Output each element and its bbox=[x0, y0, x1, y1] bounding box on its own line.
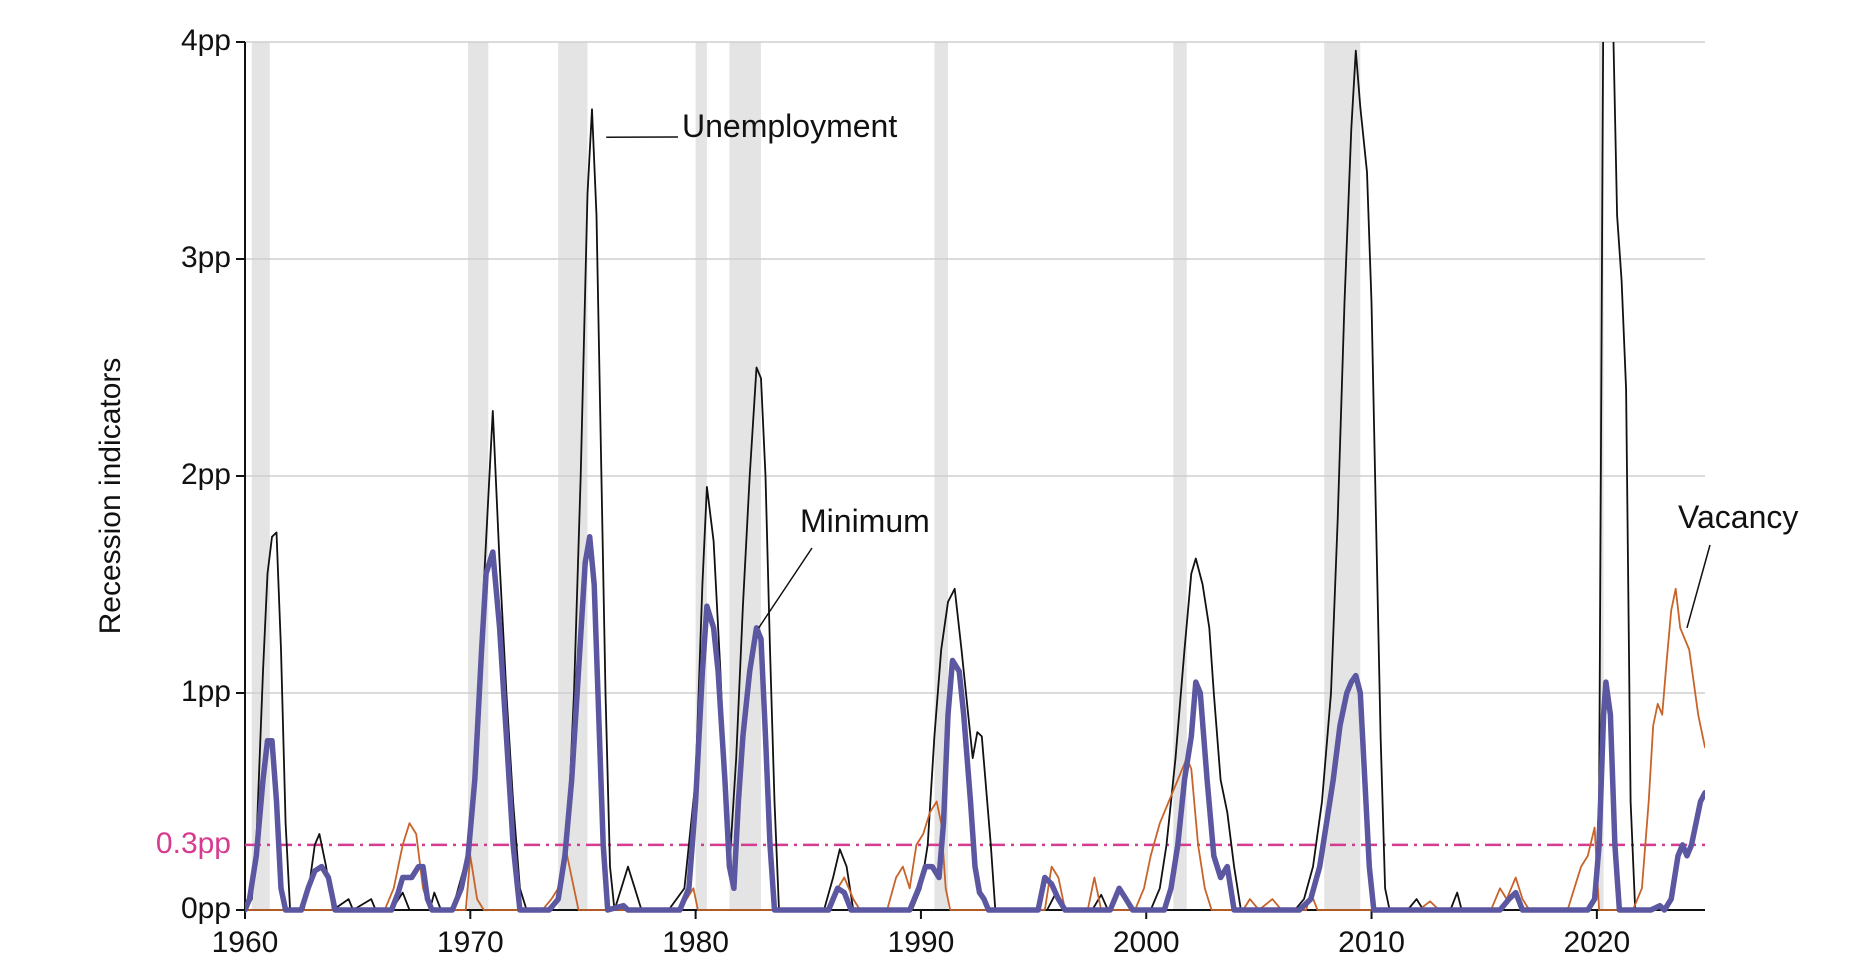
x-tick-label: 1970 bbox=[437, 926, 504, 959]
x-tick-label: 2000 bbox=[1113, 926, 1180, 959]
x-tick-label: 2010 bbox=[1338, 926, 1405, 959]
y-tick-label: 0pp bbox=[181, 892, 231, 925]
y-tick-label: 2pp bbox=[181, 458, 231, 491]
y-tick-label: 4pp bbox=[181, 24, 231, 57]
annotation-vacancy: Vacancy bbox=[1678, 499, 1798, 535]
y-tick-label: 3pp bbox=[181, 241, 231, 274]
y-axis-title: Recession indicators bbox=[94, 358, 127, 635]
threshold: 0.3pp bbox=[156, 827, 1705, 860]
series-lines bbox=[245, 42, 1705, 913]
tick-labels: 0pp 1pp 2pp 3pp 4pp 1960 1970 1980 1990 2000 2010 2… bbox=[181, 24, 1630, 959]
annotation-leader bbox=[1686, 544, 1711, 629]
x-tick-label: 1990 bbox=[888, 926, 955, 959]
series-line-unemployment bbox=[245, 42, 1705, 911]
threshold-label: 0.3pp bbox=[156, 827, 231, 860]
series-line-minimum bbox=[245, 534, 1705, 913]
x-tick-label: 2020 bbox=[1563, 926, 1630, 959]
annotations: Unemployment Minimum Vacancy bbox=[606, 108, 1798, 629]
x-tick-label: 1960 bbox=[212, 926, 279, 959]
annotation-leader bbox=[758, 547, 813, 629]
annotation-minimum: Minimum bbox=[800, 503, 930, 539]
gridlines bbox=[245, 41, 1705, 694]
x-tick-label: 1980 bbox=[662, 926, 729, 959]
y-tick-label: 1pp bbox=[181, 675, 231, 708]
series-line-vacancy bbox=[245, 587, 1705, 911]
annotation-unemployment: Unemployment bbox=[682, 108, 897, 144]
